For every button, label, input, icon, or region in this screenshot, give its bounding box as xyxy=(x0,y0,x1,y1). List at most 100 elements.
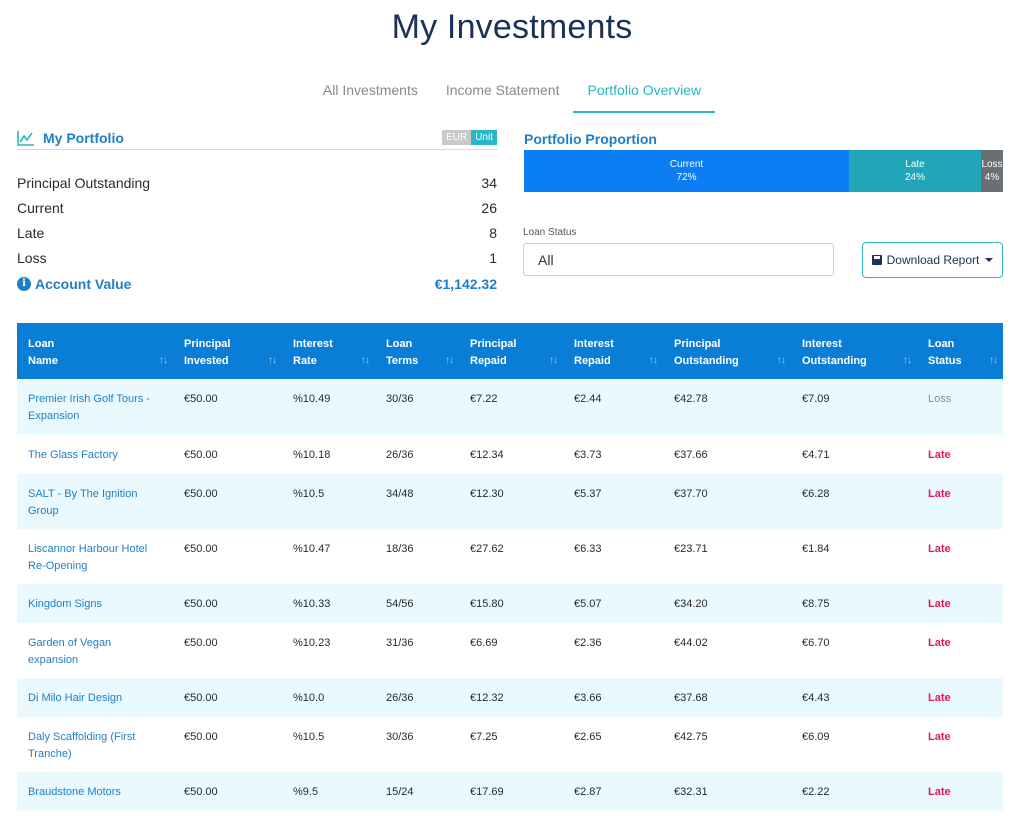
loan-name-link[interactable]: Kingdom Signs xyxy=(28,598,102,610)
table-row: Daly Scaffolding (First Tranche) €50.00 %1… xyxy=(17,717,1003,772)
table-cell: €4.43 xyxy=(802,692,830,704)
unit-toggle-button[interactable]: Unit xyxy=(471,130,497,145)
tab-income-statement[interactable]: Income Statement xyxy=(445,82,560,98)
account-value-label: i Account Value xyxy=(17,276,131,292)
table-row: Premier Irish Golf Tours - Expansion €50.… xyxy=(17,379,1003,435)
table-row: Liscannor Harbour Hotel Re-Opening €50.00… xyxy=(17,529,1003,584)
sort-icon[interactable]: ↑↓ xyxy=(268,355,277,366)
tab-portfolio-overview[interactable]: Portfolio Overview xyxy=(573,78,716,113)
loan-status-badge: Late xyxy=(928,637,951,649)
segment-percent: 4% xyxy=(984,172,1000,183)
table-cell: 30/36 xyxy=(386,731,414,743)
table-cell: 31/36 xyxy=(386,637,414,649)
table-cell: €37.68 xyxy=(674,692,708,704)
sort-icon[interactable]: ↑↓ xyxy=(361,355,370,366)
stat-value: 1 xyxy=(489,249,497,266)
table-cell: €7.09 xyxy=(802,393,830,405)
segment-label: Loss xyxy=(981,159,1003,170)
line-chart-icon xyxy=(17,130,34,146)
loan-status-select[interactable]: All xyxy=(523,243,834,276)
loan-name-link[interactable]: Liscannor Harbour Hotel Re-Opening xyxy=(28,543,148,572)
segment-percent: 72% xyxy=(676,172,697,183)
info-icon[interactable]: i xyxy=(17,277,31,291)
stat-label: Late xyxy=(17,224,45,241)
table-row: Garden of Vegan expansion €50.00 %10.23 31/… xyxy=(17,623,1003,678)
table-row: The Glass Factory €50.00 %10.18 26/36 €12.34… xyxy=(17,435,1003,474)
column-header-line: Name xyxy=(28,355,58,367)
column-header-line: Outstanding xyxy=(674,355,739,367)
table-cell: €5.07 xyxy=(574,598,602,610)
sort-icon[interactable]: ↑↓ xyxy=(649,355,658,366)
loan-name-link[interactable]: Braudstone Motors xyxy=(28,786,121,798)
loan-name-link[interactable]: Di Milo Hair Design xyxy=(28,692,123,704)
stat-current: Current 26 xyxy=(17,195,497,220)
stat-loss: Loss 1 xyxy=(17,245,497,270)
loan-status-badge: Late xyxy=(928,598,951,610)
table-header: Loan Name ↑↓ Principal Invested ↑↓ Interest Rat… xyxy=(17,323,1003,379)
sort-icon[interactable]: ↑↓ xyxy=(777,355,786,366)
column-header-line: Status xyxy=(928,355,962,367)
loan-status-selected: All xyxy=(538,251,554,268)
sort-icon[interactable]: ↑↓ xyxy=(159,355,168,366)
table-cell: €2.36 xyxy=(574,637,602,649)
column-header-line: Repaid xyxy=(574,355,611,367)
my-portfolio-panel: My Portfolio EUR Unit Principal Outstand… xyxy=(17,128,497,298)
table-cell: €7.25 xyxy=(470,731,498,743)
loan-name-link[interactable]: Daly Scaffolding (First Tranche) xyxy=(28,731,136,760)
column-header[interactable]: Interest Repaid ↑↓ xyxy=(563,323,663,379)
column-header[interactable]: Loan Status ↑↓ xyxy=(917,323,1003,379)
table-cell: %10.47 xyxy=(293,543,331,555)
loan-status-badge: Late xyxy=(928,786,951,798)
unit-toggle: EUR Unit xyxy=(442,130,497,145)
portfolio-stats: Principal Outstanding 34 Current 26 Late… xyxy=(17,170,497,298)
table-cell: %10.23 xyxy=(293,637,331,649)
table-cell: €37.66 xyxy=(674,449,708,461)
table-cell: €6.33 xyxy=(574,543,602,555)
column-header[interactable]: Principal Invested ↑↓ xyxy=(173,323,282,379)
table-cell: €15.80 xyxy=(470,598,504,610)
loan-status-label: Loan Status xyxy=(523,227,577,238)
segment-label: Current xyxy=(669,159,704,170)
table-cell: %10.18 xyxy=(293,449,331,461)
loan-name-link[interactable]: Garden of Vegan expansion xyxy=(28,637,112,666)
tab-all-investments[interactable]: All Investments xyxy=(322,82,418,98)
loan-name-link[interactable]: The Glass Factory xyxy=(28,449,118,461)
table-cell: %10.49 xyxy=(293,393,331,405)
column-header[interactable]: Interest Outstanding ↑↓ xyxy=(791,323,917,379)
table-cell: €50.00 xyxy=(184,598,218,610)
loan-name-link[interactable]: SALT - By The Ignition Group xyxy=(28,488,138,517)
table-cell: 30/36 xyxy=(386,393,414,405)
download-report-button[interactable]: Download Report xyxy=(862,242,1003,278)
table-cell: €12.32 xyxy=(470,692,504,704)
table-cell: €42.78 xyxy=(674,393,708,405)
table-cell: €6.69 xyxy=(470,637,498,649)
column-header[interactable]: Principal Outstanding ↑↓ xyxy=(663,323,791,379)
sort-icon[interactable]: ↑↓ xyxy=(903,355,912,366)
table-row: Kingdom Signs €50.00 %10.33 54/56 €15.80 €5.0… xyxy=(17,584,1003,623)
column-header-line: Principal xyxy=(470,338,517,350)
table-cell: €6.28 xyxy=(802,488,830,500)
sort-icon[interactable]: ↑↓ xyxy=(989,355,998,366)
sort-icon[interactable]: ↑↓ xyxy=(549,355,558,366)
segment-late: Late 24% xyxy=(849,150,981,192)
loan-name-link[interactable]: Premier Irish Golf Tours - Expansion xyxy=(28,393,151,422)
table-cell: €2.87 xyxy=(574,786,602,798)
caret-down-icon xyxy=(985,258,994,262)
table-cell: 15/24 xyxy=(386,786,414,798)
column-header[interactable]: Loan Terms ↑↓ xyxy=(375,323,459,379)
stat-value: 26 xyxy=(481,199,497,216)
stat-label: Principal Outstanding xyxy=(17,174,151,191)
column-header-line: Loan xyxy=(28,338,55,350)
column-header[interactable]: Principal Repaid ↑↓ xyxy=(459,323,563,379)
column-header-line: Loan xyxy=(386,338,413,350)
sort-icon[interactable]: ↑↓ xyxy=(445,355,454,366)
table-cell: 54/56 xyxy=(386,598,414,610)
column-header[interactable]: Interest Rate ↑↓ xyxy=(282,323,375,379)
column-header-line: Interest xyxy=(802,338,842,350)
eur-toggle-button[interactable]: EUR xyxy=(442,130,472,145)
download-report-label: Download Report xyxy=(886,253,980,267)
segment-current: Current 72% xyxy=(524,150,849,192)
table-row: Braudstone Motors €50.00 %9.5 15/24 €17.69 €2… xyxy=(17,772,1003,811)
column-header[interactable]: Loan Name ↑↓ xyxy=(17,323,173,379)
column-header-line: Outstanding xyxy=(802,355,867,367)
